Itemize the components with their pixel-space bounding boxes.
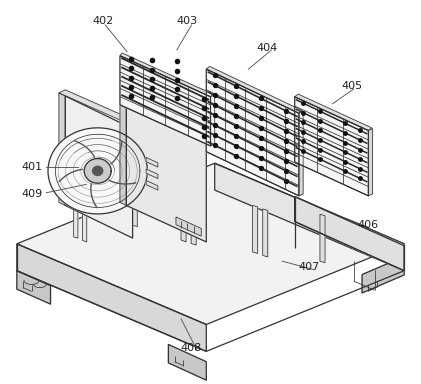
Text: 402: 402: [93, 16, 114, 26]
Polygon shape: [215, 163, 404, 271]
Polygon shape: [126, 63, 206, 242]
Text: 404: 404: [257, 43, 278, 53]
Polygon shape: [295, 94, 372, 131]
Text: 405: 405: [341, 81, 362, 91]
Polygon shape: [253, 205, 258, 253]
Polygon shape: [295, 197, 404, 271]
Polygon shape: [206, 69, 299, 196]
Polygon shape: [146, 169, 158, 179]
Polygon shape: [176, 217, 201, 236]
Text: 408: 408: [181, 343, 202, 353]
Polygon shape: [146, 157, 158, 167]
Polygon shape: [181, 193, 186, 242]
Polygon shape: [122, 178, 127, 223]
Polygon shape: [74, 196, 78, 238]
Polygon shape: [59, 90, 139, 126]
Polygon shape: [59, 93, 65, 205]
Text: 409: 409: [21, 189, 42, 199]
Text: 403: 403: [177, 16, 198, 26]
Text: 406: 406: [358, 220, 379, 230]
Polygon shape: [17, 244, 206, 351]
Text: 401: 401: [21, 162, 42, 172]
Polygon shape: [93, 166, 103, 175]
Polygon shape: [210, 95, 215, 146]
Polygon shape: [295, 197, 404, 271]
Polygon shape: [132, 182, 137, 227]
Polygon shape: [368, 129, 373, 196]
Polygon shape: [120, 60, 126, 205]
Polygon shape: [48, 128, 147, 214]
Polygon shape: [168, 344, 206, 380]
Polygon shape: [120, 53, 213, 97]
Polygon shape: [146, 180, 158, 190]
Polygon shape: [206, 66, 302, 113]
Polygon shape: [299, 111, 303, 196]
Polygon shape: [17, 271, 51, 304]
Polygon shape: [362, 257, 404, 293]
Polygon shape: [84, 159, 111, 183]
Polygon shape: [65, 96, 133, 238]
Polygon shape: [295, 97, 368, 196]
Polygon shape: [263, 209, 268, 257]
Polygon shape: [83, 199, 87, 242]
Polygon shape: [191, 196, 196, 245]
Polygon shape: [17, 163, 404, 324]
Polygon shape: [120, 57, 213, 97]
Text: 407: 407: [299, 262, 320, 272]
Polygon shape: [120, 56, 210, 146]
Polygon shape: [320, 214, 325, 263]
